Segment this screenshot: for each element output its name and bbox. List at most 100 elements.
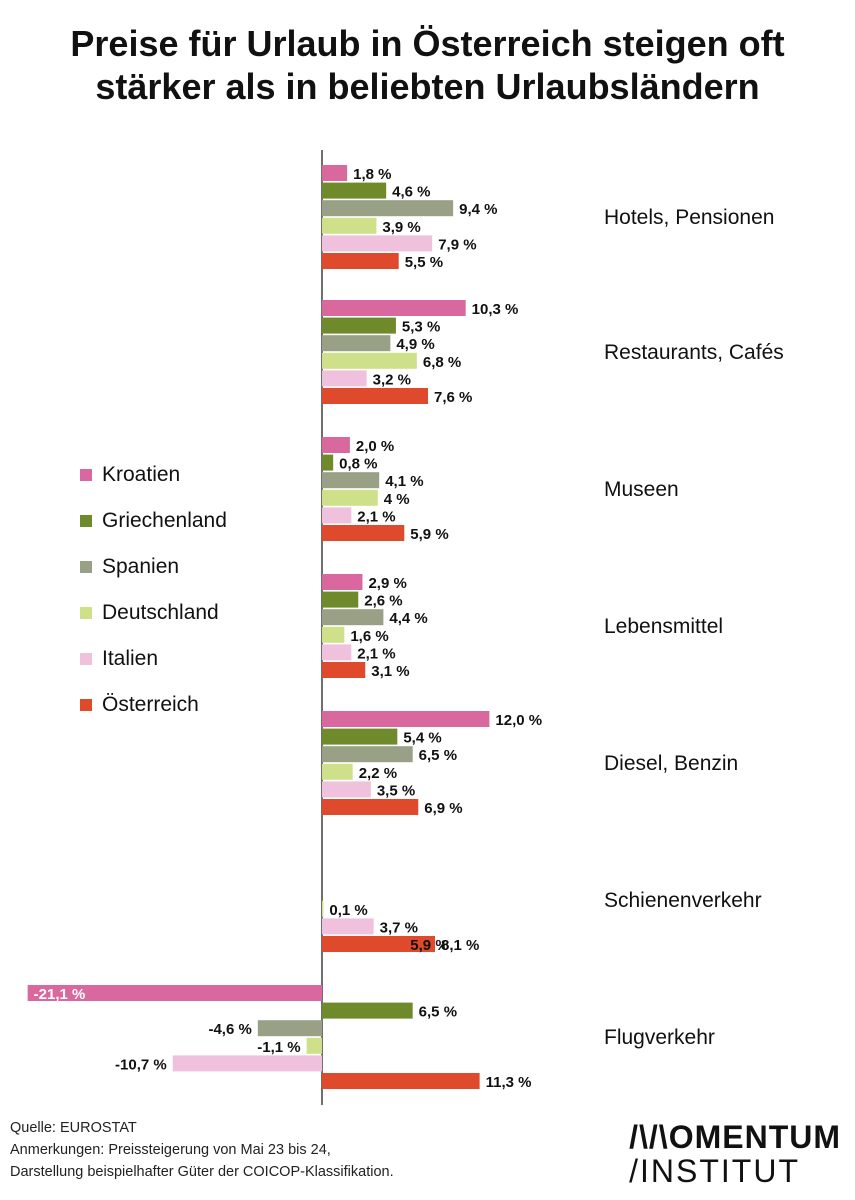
value-label-hotels-pensionen-griechenland: 4,6 % [392, 184, 430, 201]
bar-flugverkehr-oesterreich [322, 1073, 480, 1089]
value-label-lebensmittel-deutschland: 1,6 % [350, 628, 388, 645]
value-label-schienenverkehr-oesterreich-extra: 5,9 % [410, 937, 448, 954]
bar-hotels-pensionen-deutschland [322, 217, 377, 234]
bar-lebensmittel-oesterreich [322, 662, 366, 678]
value-label-schienenverkehr-deutschland: 0,1 % [329, 902, 367, 919]
legend-label-griechenland: Griechenland [102, 509, 227, 532]
bar-diesel-benzin-spanien [322, 746, 413, 763]
value-label-diesel-benzin-oesterreich: 6,9 % [424, 800, 462, 817]
value-label-schienenverkehr-oesterreich: 8,1 % [441, 937, 479, 954]
value-label-diesel-benzin-spanien: 6,5 % [419, 747, 457, 764]
bar-hotels-pensionen-spanien [322, 200, 454, 217]
bar-flugverkehr-italien [172, 1055, 322, 1072]
category-label-diesel-benzin: Diesel, Benzin [604, 752, 738, 775]
momentum-institut-logo: /\/\OMENTUM /INSTITUT [629, 1120, 841, 1188]
legend-item-oesterreich: Österreich [80, 682, 227, 728]
value-label-flugverkehr-spanien: -4,6 % [208, 1021, 251, 1038]
bar-schienenverkehr-italien [322, 918, 374, 935]
value-label-diesel-benzin-kroatien: 12,0 % [495, 712, 542, 729]
footer-notes-line-1: Anmerkungen: Preissteigerung von Mai 23 … [10, 1142, 331, 1158]
logo-line-1: /\/\OMENTUM [629, 1119, 841, 1155]
bar-diesel-benzin-oesterreich [322, 799, 419, 815]
value-label-restaurants-cafes-kroatien: 10,3 % [472, 301, 519, 318]
value-label-restaurants-cafes-italien: 3,2 % [373, 371, 411, 388]
bar-schienenverkehr-deutschland [322, 900, 324, 917]
bar-diesel-benzin-griechenland [322, 728, 398, 745]
value-label-museen-italien: 2,1 % [357, 508, 395, 525]
legend-label-italien: Italien [102, 647, 159, 670]
legend-swatch-kroatien [80, 469, 92, 481]
legend-swatch-italien [80, 653, 92, 665]
legend-item-kroatien: Kroatien [80, 452, 227, 498]
value-label-flugverkehr-griechenland: 6,5 % [419, 1004, 457, 1021]
legend-label-deutschland: Deutschland [102, 601, 219, 624]
bar-hotels-pensionen-italien [322, 235, 433, 252]
legend-item-griechenland: Griechenland [80, 498, 227, 544]
logo-line-2: /INSTITUT [629, 1153, 800, 1189]
bar-flugverkehr-griechenland [322, 1002, 413, 1019]
value-label-hotels-pensionen-oesterreich: 5,5 % [405, 254, 443, 271]
bar-museen-oesterreich [322, 525, 405, 541]
bar-hotels-pensionen-kroatien [322, 165, 348, 181]
bar-restaurants-cafes-deutschland [322, 352, 417, 369]
bar-hotels-pensionen-oesterreich [322, 253, 399, 269]
value-label-restaurants-cafes-oesterreich: 7,6 % [434, 389, 472, 406]
value-label-flugverkehr-oesterreich: 11,3 % [486, 1074, 532, 1091]
category-label-museen: Museen [604, 478, 679, 501]
value-label-diesel-benzin-griechenland: 5,4 % [403, 730, 441, 747]
value-label-hotels-pensionen-kroatien: 1,8 % [353, 166, 391, 183]
value-label-flugverkehr-deutschland: -1,1 % [257, 1039, 300, 1056]
value-label-lebensmittel-griechenland: 2,6 % [364, 593, 402, 610]
category-label-hotels-pensionen: Hotels, Pensionen [604, 206, 774, 229]
bar-museen-deutschland [322, 489, 378, 506]
value-label-diesel-benzin-italien: 3,5 % [377, 782, 415, 799]
bar-restaurants-cafes-griechenland [322, 317, 396, 334]
bar-museen-spanien [322, 472, 380, 489]
bar-lebensmittel-griechenland [322, 591, 359, 608]
value-label-schienenverkehr-italien: 3,7 % [380, 919, 418, 936]
value-label-restaurants-cafes-spanien: 4,9 % [396, 336, 434, 353]
value-label-lebensmittel-spanien: 4,4 % [389, 610, 427, 627]
legend-item-italien: Italien [80, 636, 227, 682]
value-label-restaurants-cafes-griechenland: 5,3 % [402, 319, 440, 336]
bar-flugverkehr-kroatien [27, 985, 323, 1001]
footer: Quelle: EUROSTAT Anmerkungen: Preissteig… [10, 1117, 394, 1183]
legend-item-spanien: Spanien [80, 544, 227, 590]
value-label-museen-griechenland: 0,8 % [339, 456, 377, 473]
footer-notes-line-2: Darstellung beispielhafter Güter der COI… [10, 1164, 394, 1180]
bar-hotels-pensionen-griechenland [322, 182, 387, 199]
bar-diesel-benzin-deutschland [322, 763, 353, 780]
value-label-hotels-pensionen-italien: 7,9 % [438, 236, 476, 253]
legend-label-spanien: Spanien [102, 555, 180, 578]
bar-restaurants-cafes-oesterreich [322, 388, 429, 404]
value-label-lebensmittel-kroatien: 2,9 % [368, 575, 406, 592]
chart-title-line-2: stärker als in beliebten Urlaubsländern [95, 66, 760, 108]
legend: Kroatien Griechenland Spanien Deutschlan… [80, 452, 227, 728]
legend-swatch-oesterreich [80, 699, 92, 711]
bar-lebensmittel-spanien [322, 609, 384, 626]
bar-museen-italien [322, 507, 352, 524]
bar-flugverkehr-deutschland [306, 1037, 322, 1054]
legend-item-deutschland: Deutschland [80, 590, 227, 636]
legend-swatch-spanien [80, 561, 92, 573]
value-label-lebensmittel-italien: 2,1 % [357, 645, 395, 662]
bar-lebensmittel-deutschland [322, 626, 345, 643]
bar-schienenverkehr-oesterreich-extra [322, 936, 405, 952]
bar-restaurants-cafes-kroatien [322, 300, 466, 316]
bar-museen-kroatien [322, 437, 350, 453]
legend-swatch-deutschland [80, 607, 92, 619]
category-label-schienenverkehr: Schienenverkehr [604, 889, 762, 912]
value-label-museen-kroatien: 2,0 % [356, 438, 394, 455]
bar-flugverkehr-spanien [257, 1020, 322, 1037]
legend-swatch-griechenland [80, 515, 92, 527]
value-label-museen-oesterreich: 5,9 % [410, 526, 448, 543]
category-label-lebensmittel: Lebensmittel [604, 615, 723, 638]
bar-museen-griechenland [322, 454, 334, 471]
chart-title: Preise für Urlaub in Österreich steigen … [0, 22, 855, 108]
value-label-museen-deutschland: 4 % [384, 491, 410, 508]
legend-label-oesterreich: Österreich [102, 693, 199, 716]
value-label-museen-spanien: 4,1 % [385, 473, 423, 490]
bar-restaurants-cafes-spanien [322, 335, 391, 352]
value-label-hotels-pensionen-deutschland: 3,9 % [382, 219, 420, 236]
